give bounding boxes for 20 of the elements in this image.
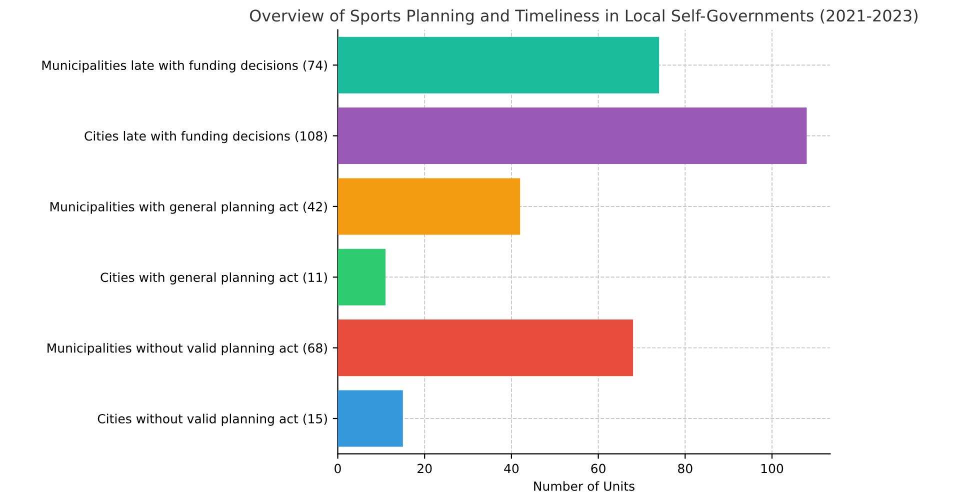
bar (338, 108, 807, 164)
y-tick-label: Municipalities late with funding decisions (74) (42, 60, 327, 72)
bar (338, 178, 520, 235)
x-tick-label: 60 (591, 464, 606, 474)
bar (338, 248, 386, 306)
y-tick-label: Cities with general planning act (11) (100, 272, 327, 284)
x-tick-label: 100 (761, 464, 784, 474)
chart-title: Overview of Sports Planning and Timeliness in Local Self-Governments (2021-2023) (250, 9, 918, 25)
x-tick-label: 20 (418, 464, 432, 474)
x-tick-label: 0 (334, 464, 341, 474)
y-tick-label: Cities without valid planning act (15) (98, 414, 327, 426)
y-tick-label: Cities late with funding decisions (108) (84, 131, 327, 144)
y-tick-label: Municipalities with general planning act (42) (50, 202, 327, 214)
bar (338, 320, 634, 376)
x-tick-label: 40 (504, 464, 519, 474)
bar (338, 390, 403, 447)
y-tick-label: Municipalities without valid planning act (68) (48, 343, 327, 356)
x-axis-title: Number of Units (534, 481, 634, 491)
bar (338, 36, 660, 94)
x-tick-label: 80 (678, 464, 692, 474)
